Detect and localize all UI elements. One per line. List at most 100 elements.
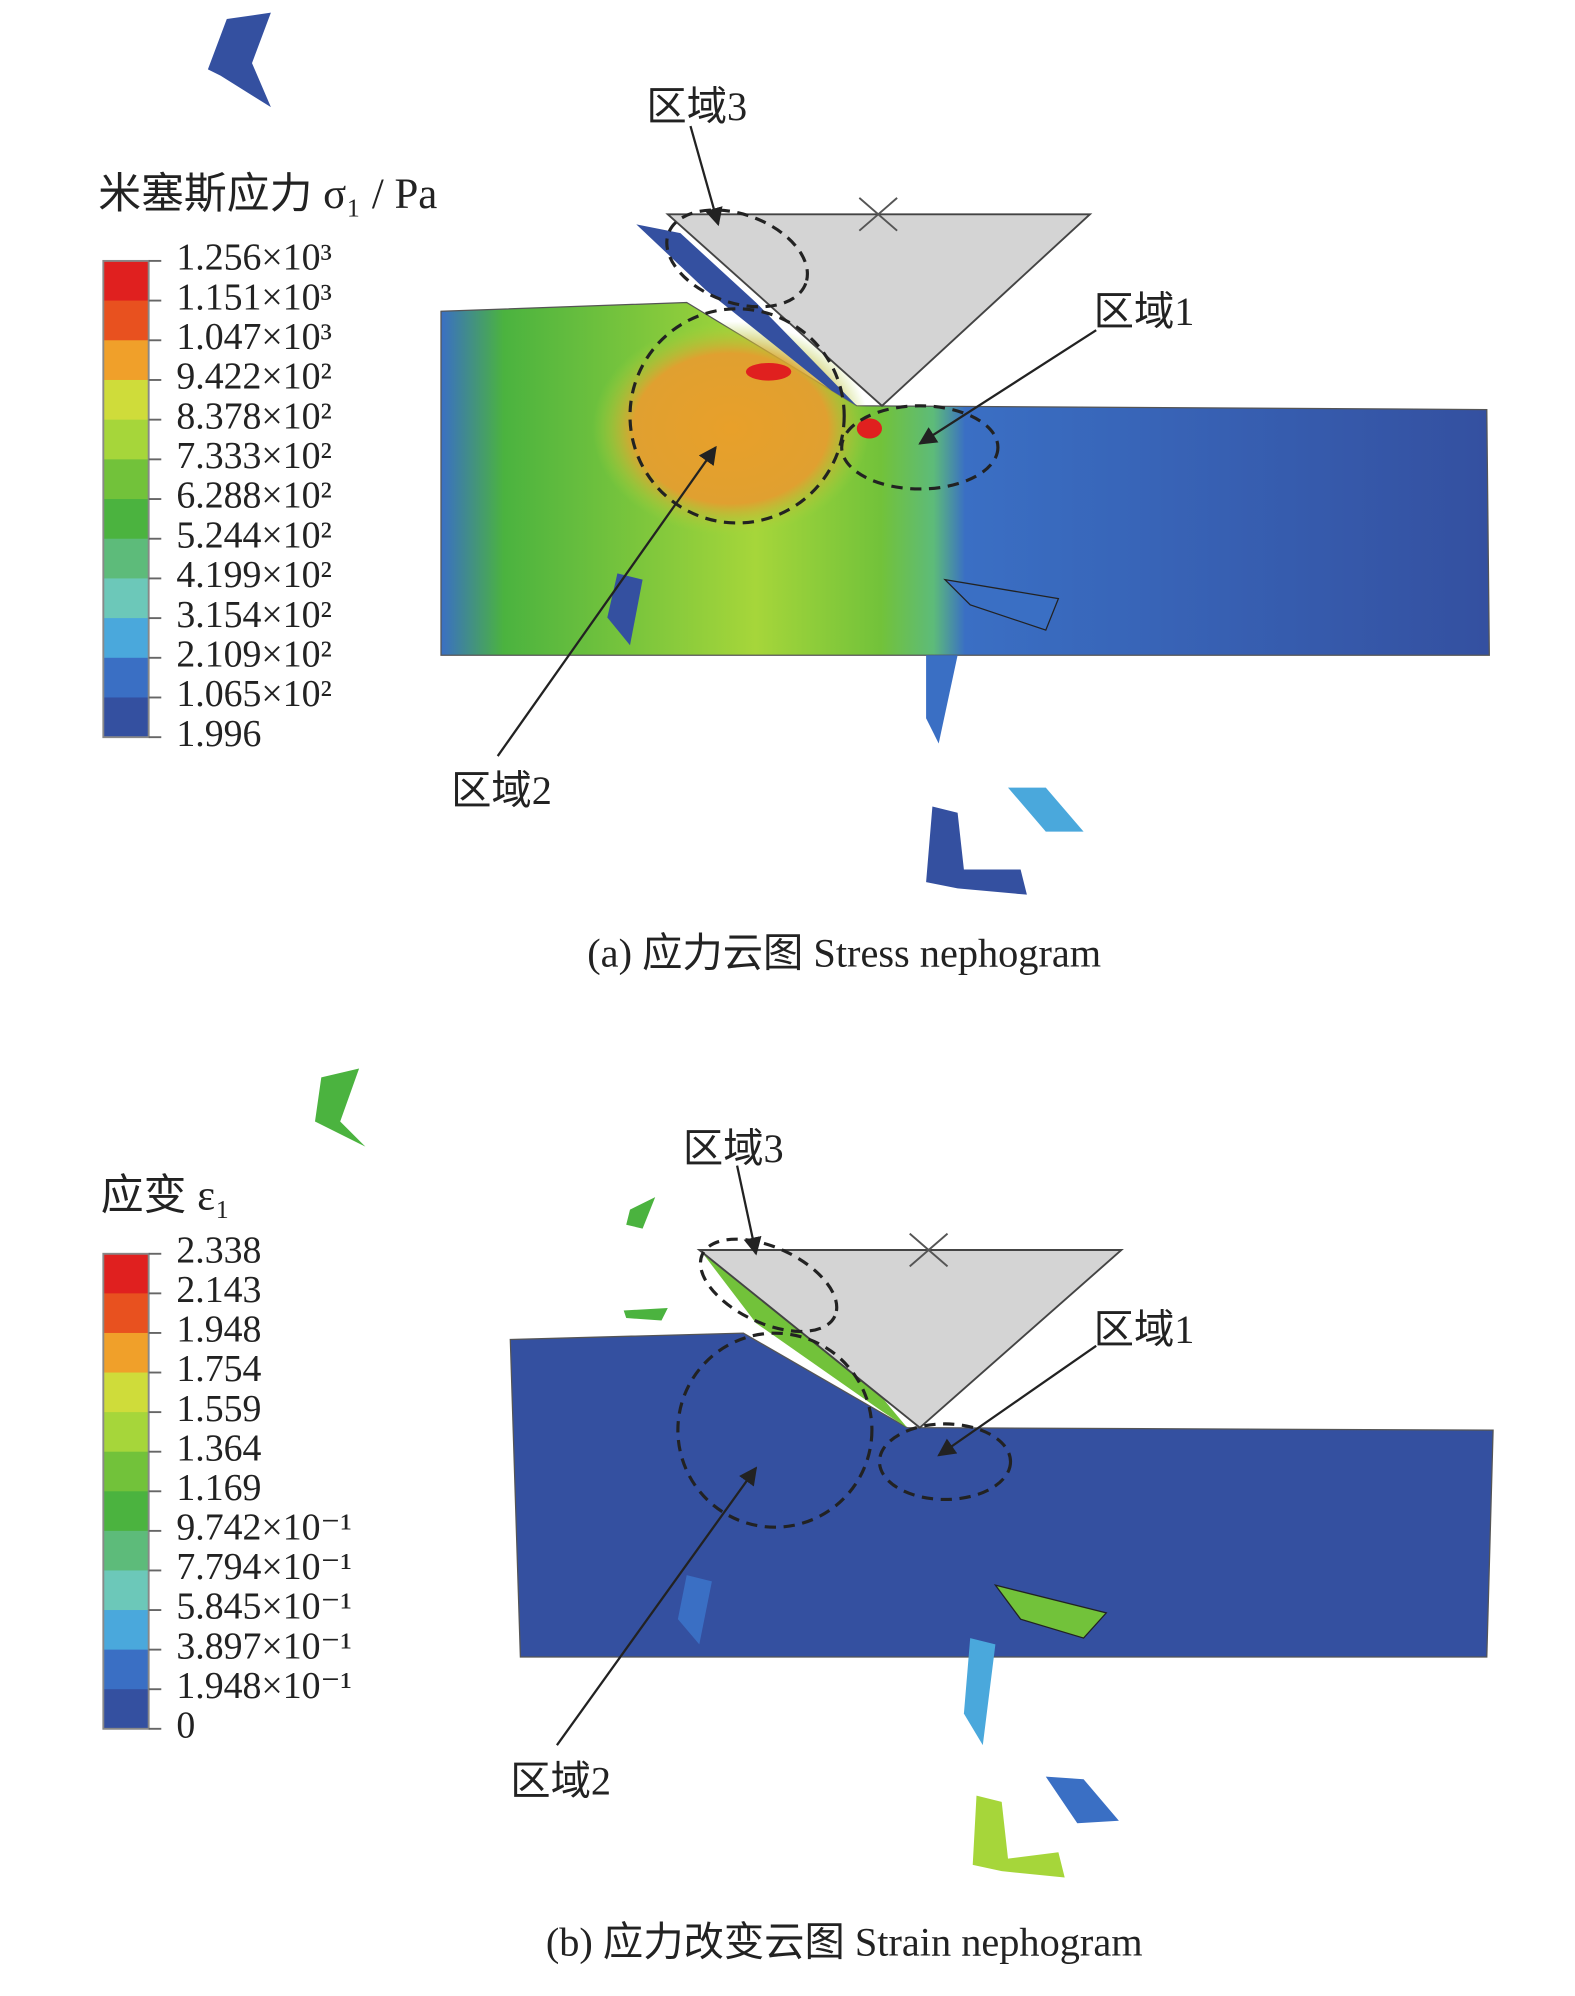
legend-label: 1.151×10³ (176, 276, 332, 318)
debris (677, 1575, 712, 1645)
legend-label: 7.794×10⁻¹ (176, 1546, 351, 1588)
debris (315, 1068, 366, 1147)
arrow (689, 125, 723, 227)
debris (607, 573, 643, 646)
region-outline (628, 307, 846, 525)
arrow (918, 329, 1097, 445)
legend-swatch (103, 459, 149, 500)
debris (926, 806, 1027, 895)
legend-swatch (103, 379, 149, 421)
legend-label: 3.897×10⁻¹ (176, 1625, 351, 1667)
legend-label: 3.154×10² (176, 594, 332, 636)
caption: (a) 应力云图 Stress nephogram (587, 931, 1101, 976)
legend-swatch (103, 538, 149, 580)
legend-label: 1.754 (176, 1348, 261, 1390)
legend-swatch (103, 1610, 149, 1651)
legend-label: 8.378×10² (176, 395, 332, 437)
debris (926, 655, 958, 744)
panel-a: 米塞斯应力 σ₁ / Pa 1.256×10³1.151×10³1.047×10… (98, 12, 1490, 976)
legend-swatch (103, 578, 149, 619)
legend-swatch (103, 1293, 149, 1334)
region-label: 区域2 (451, 768, 552, 813)
debris (963, 1638, 996, 1746)
arrow (555, 1466, 758, 1746)
tool-reference (858, 197, 898, 232)
legend-frame (102, 1252, 150, 1730)
legend-label: 9.742×10⁻¹ (176, 1507, 351, 1549)
legend-label: 1.364 (176, 1427, 261, 1469)
legend-label: 1.047×10³ (176, 316, 332, 358)
legend-label: 2.338 (176, 1229, 261, 1271)
tool-reference (909, 1232, 949, 1268)
legend-label: 0 (176, 1704, 195, 1746)
debris (623, 1307, 668, 1321)
hot-spot (856, 418, 882, 439)
legend-swatch (103, 1689, 149, 1730)
legend-label: 1.559 (176, 1388, 261, 1430)
legend-swatch (103, 1530, 149, 1572)
legend-label: 6.288×10² (176, 475, 332, 517)
workpiece (440, 301, 1490, 656)
debris (207, 12, 271, 108)
legend-swatch (103, 1253, 149, 1294)
legend-swatch (103, 1491, 149, 1532)
legend-swatch (103, 1412, 149, 1453)
chip (636, 224, 857, 406)
region-label: 区域2 (510, 1758, 611, 1803)
region-outline (698, 1237, 839, 1333)
legend-label: 5.244×10² (176, 514, 332, 556)
legend-title: 应变 ε₁ (101, 1172, 230, 1220)
debris (626, 1197, 656, 1229)
legend-swatch (103, 260, 149, 302)
stress-zone (592, 321, 870, 536)
legend-label: 1.256×10³ (176, 237, 332, 279)
hot-spot (745, 362, 792, 381)
chip (703, 1253, 908, 1428)
legend-swatch (103, 1570, 149, 1611)
caption: (b) 应力改变云图 Strain nephogram (546, 1920, 1143, 1965)
legend-label: 2.143 (176, 1269, 261, 1311)
legend-swatch (103, 697, 149, 738)
legend-swatch (103, 1372, 149, 1413)
region-label: 区域1 (1094, 1307, 1195, 1352)
panel-b: 应变 ε₁ 2.3382.1431.9481.7541.5591.3641.16… (101, 1068, 1494, 1965)
legend-label: 1.948×10⁻¹ (176, 1665, 351, 1707)
legend-label: 4.199×10² (176, 554, 332, 596)
debris (1045, 1776, 1119, 1824)
workpiece (509, 1332, 1494, 1658)
debris (993, 1584, 1108, 1639)
legend-swatch (103, 300, 149, 341)
legend-swatch (103, 657, 149, 699)
legend: 2.3382.1431.9481.7541.5591.3641.1699.742… (102, 1229, 352, 1746)
region-label: 区域1 (1094, 289, 1195, 334)
legend-label: 7.333×10² (176, 435, 332, 477)
legend-label: 5.845×10⁻¹ (176, 1586, 351, 1628)
legend-label: 2.109×10² (176, 633, 332, 675)
legend-frame (102, 259, 150, 739)
debris (1008, 787, 1084, 832)
legend-swatch (103, 419, 149, 460)
legend-swatch (103, 499, 149, 540)
region-outline (840, 404, 1000, 491)
legend-swatch (103, 340, 149, 381)
legend-swatch (103, 618, 149, 659)
legend: 1.256×10³1.151×10³1.047×10³9.422×10²8.37… (102, 237, 332, 755)
region-outline (877, 1422, 1013, 1502)
legend-swatch (103, 1649, 149, 1690)
arrow (735, 1165, 762, 1256)
legend-label: 1.169 (176, 1467, 261, 1509)
region-label: 区域3 (646, 84, 747, 129)
debris (943, 578, 1060, 631)
arrow (496, 445, 717, 757)
legend-label: 1.065×10² (176, 673, 332, 715)
legend-label: 1.948 (176, 1309, 261, 1351)
legend-swatch (103, 1332, 149, 1374)
debris (972, 1795, 1065, 1878)
legend-label: 9.422×10² (176, 356, 332, 398)
legend-swatch (103, 1451, 149, 1492)
legend-label: 1.996 (176, 713, 261, 755)
arrow (937, 1344, 1097, 1457)
legend-title: 米塞斯应力 σ₁ / Pa (98, 170, 437, 218)
